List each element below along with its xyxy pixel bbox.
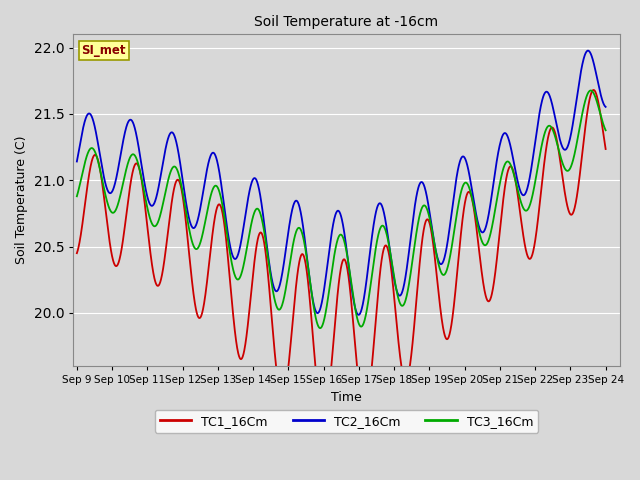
Text: SI_met: SI_met <box>81 44 126 57</box>
Y-axis label: Soil Temperature (C): Soil Temperature (C) <box>15 136 28 264</box>
X-axis label: Time: Time <box>331 391 362 404</box>
Legend: TC1_16Cm, TC2_16Cm, TC3_16Cm: TC1_16Cm, TC2_16Cm, TC3_16Cm <box>155 409 538 432</box>
Title: Soil Temperature at -16cm: Soil Temperature at -16cm <box>255 15 438 29</box>
